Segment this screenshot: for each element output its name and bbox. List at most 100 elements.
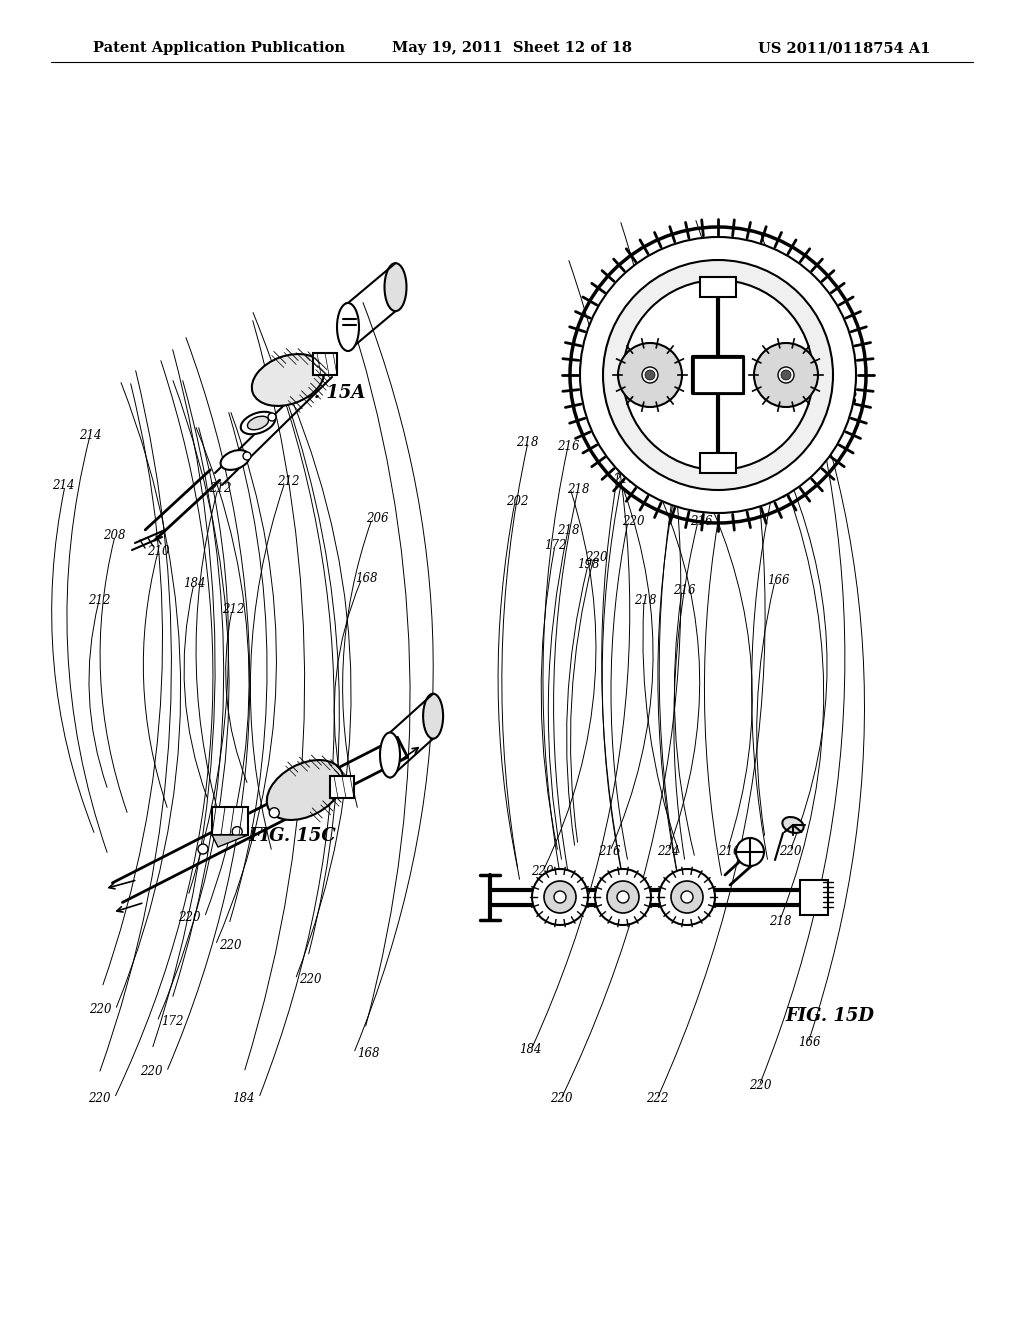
Text: 216: 216: [598, 845, 621, 858]
FancyBboxPatch shape: [212, 807, 248, 836]
Text: 212: 212: [209, 482, 231, 495]
Text: 220: 220: [613, 445, 636, 458]
Text: May 19, 2011  Sheet 12 of 18: May 19, 2011 Sheet 12 of 18: [392, 41, 632, 55]
Text: 168: 168: [355, 572, 378, 585]
Text: 220: 220: [765, 488, 787, 502]
FancyBboxPatch shape: [700, 453, 736, 473]
Text: 220: 220: [550, 1092, 572, 1105]
Text: 218: 218: [557, 524, 580, 537]
Text: 220: 220: [531, 865, 554, 878]
Circle shape: [645, 370, 655, 380]
Text: 220: 220: [88, 1092, 111, 1105]
Text: 184: 184: [232, 1092, 255, 1105]
Text: 184: 184: [183, 577, 206, 590]
Ellipse shape: [252, 354, 325, 407]
Text: FIG. 15D: FIG. 15D: [785, 1007, 873, 1026]
Text: 220: 220: [622, 515, 644, 528]
Ellipse shape: [384, 263, 407, 312]
Circle shape: [268, 413, 276, 421]
Circle shape: [570, 227, 866, 523]
Text: 168: 168: [357, 1047, 380, 1060]
Text: 220: 220: [779, 845, 802, 858]
Text: 212: 212: [88, 594, 111, 607]
Text: 220: 220: [178, 911, 201, 924]
Ellipse shape: [782, 817, 804, 833]
Text: FIG. 15C: FIG. 15C: [248, 826, 336, 845]
Circle shape: [532, 869, 588, 925]
FancyBboxPatch shape: [313, 352, 337, 375]
Text: US 2011/0118754 A1: US 2011/0118754 A1: [759, 41, 931, 55]
FancyBboxPatch shape: [800, 880, 828, 915]
Circle shape: [607, 880, 639, 913]
Circle shape: [232, 826, 243, 837]
Text: FIG. 15A: FIG. 15A: [279, 384, 367, 403]
Text: 218: 218: [516, 436, 539, 449]
Ellipse shape: [380, 733, 400, 777]
Text: 214: 214: [52, 479, 75, 492]
Circle shape: [269, 808, 280, 817]
Text: 218: 218: [769, 915, 792, 928]
Text: 172: 172: [544, 539, 566, 552]
Circle shape: [681, 891, 693, 903]
Text: 220: 220: [675, 426, 697, 440]
Ellipse shape: [241, 412, 275, 434]
Circle shape: [778, 367, 794, 383]
FancyBboxPatch shape: [693, 356, 743, 393]
Circle shape: [642, 367, 658, 383]
Text: 220: 220: [299, 973, 322, 986]
FancyBboxPatch shape: [700, 277, 736, 297]
FancyBboxPatch shape: [330, 776, 354, 799]
Text: 220: 220: [140, 1065, 163, 1078]
Text: 220: 220: [721, 462, 743, 475]
Text: 208: 208: [103, 529, 126, 543]
Text: 220: 220: [89, 1003, 112, 1016]
Text: 224: 224: [657, 845, 680, 858]
Text: 212: 212: [222, 603, 245, 616]
Circle shape: [554, 891, 566, 903]
Circle shape: [544, 880, 575, 913]
Polygon shape: [212, 836, 248, 847]
Circle shape: [754, 343, 818, 407]
Text: Patent Application Publication: Patent Application Publication: [93, 41, 345, 55]
Text: 218: 218: [634, 594, 656, 607]
Text: 214: 214: [79, 429, 101, 442]
Text: 166: 166: [767, 574, 790, 587]
Ellipse shape: [220, 450, 250, 470]
Text: 206: 206: [366, 512, 388, 525]
Circle shape: [617, 891, 629, 903]
Circle shape: [198, 843, 208, 854]
Circle shape: [618, 343, 682, 407]
Text: 172: 172: [161, 1015, 183, 1028]
Text: 220: 220: [585, 550, 607, 564]
Text: 222: 222: [646, 1092, 669, 1105]
Text: 216: 216: [670, 469, 692, 482]
Circle shape: [623, 280, 813, 470]
Circle shape: [603, 260, 833, 490]
Text: 166: 166: [798, 1036, 820, 1049]
Circle shape: [595, 869, 651, 925]
Text: 198: 198: [578, 558, 600, 572]
Text: 220: 220: [749, 1078, 771, 1092]
Ellipse shape: [337, 304, 359, 351]
Text: 216: 216: [673, 583, 695, 597]
Circle shape: [736, 838, 764, 866]
Text: 216: 216: [613, 473, 636, 486]
Ellipse shape: [267, 760, 343, 820]
Ellipse shape: [248, 416, 268, 430]
Text: 216: 216: [557, 440, 580, 453]
Text: 220: 220: [219, 939, 242, 952]
Circle shape: [243, 451, 251, 459]
Text: 210: 210: [147, 545, 170, 558]
Text: 218: 218: [567, 483, 590, 496]
Text: FIG. 15B: FIG. 15B: [770, 391, 858, 409]
Circle shape: [580, 238, 856, 513]
Circle shape: [781, 370, 791, 380]
Text: 184: 184: [519, 1043, 542, 1056]
Text: 212: 212: [278, 475, 300, 488]
Ellipse shape: [423, 694, 443, 739]
Text: 216: 216: [718, 845, 740, 858]
Text: 202: 202: [506, 495, 528, 508]
Circle shape: [671, 880, 703, 913]
Text: 216: 216: [690, 515, 713, 528]
Circle shape: [659, 869, 715, 925]
